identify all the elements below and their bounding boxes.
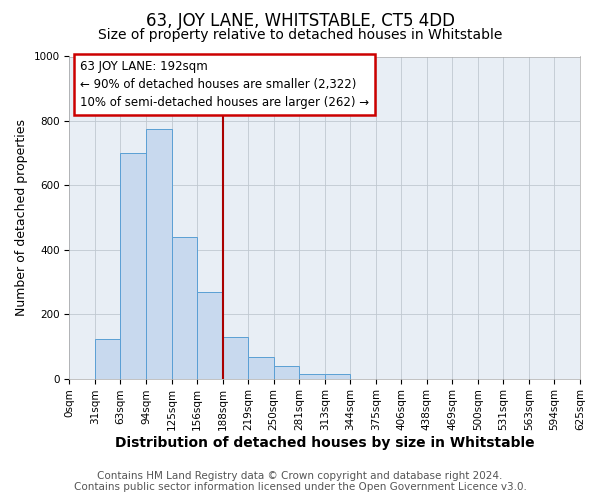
Bar bbox=[172, 237, 197, 378]
Text: Contains HM Land Registry data © Crown copyright and database right 2024.
Contai: Contains HM Land Registry data © Crown c… bbox=[74, 471, 526, 492]
Bar bbox=[299, 374, 325, 378]
Bar bbox=[197, 292, 223, 378]
Bar bbox=[121, 153, 146, 378]
Text: Size of property relative to detached houses in Whitstable: Size of property relative to detached ho… bbox=[98, 28, 502, 42]
Bar bbox=[95, 340, 121, 378]
Bar bbox=[248, 356, 274, 378]
X-axis label: Distribution of detached houses by size in Whitstable: Distribution of detached houses by size … bbox=[115, 436, 535, 450]
Text: 63, JOY LANE, WHITSTABLE, CT5 4DD: 63, JOY LANE, WHITSTABLE, CT5 4DD bbox=[146, 12, 455, 30]
Bar bbox=[274, 366, 299, 378]
Bar bbox=[146, 129, 172, 378]
Y-axis label: Number of detached properties: Number of detached properties bbox=[15, 119, 28, 316]
Text: 63 JOY LANE: 192sqm
← 90% of detached houses are smaller (2,322)
10% of semi-det: 63 JOY LANE: 192sqm ← 90% of detached ho… bbox=[80, 60, 369, 108]
Bar bbox=[325, 374, 350, 378]
Bar bbox=[223, 336, 248, 378]
